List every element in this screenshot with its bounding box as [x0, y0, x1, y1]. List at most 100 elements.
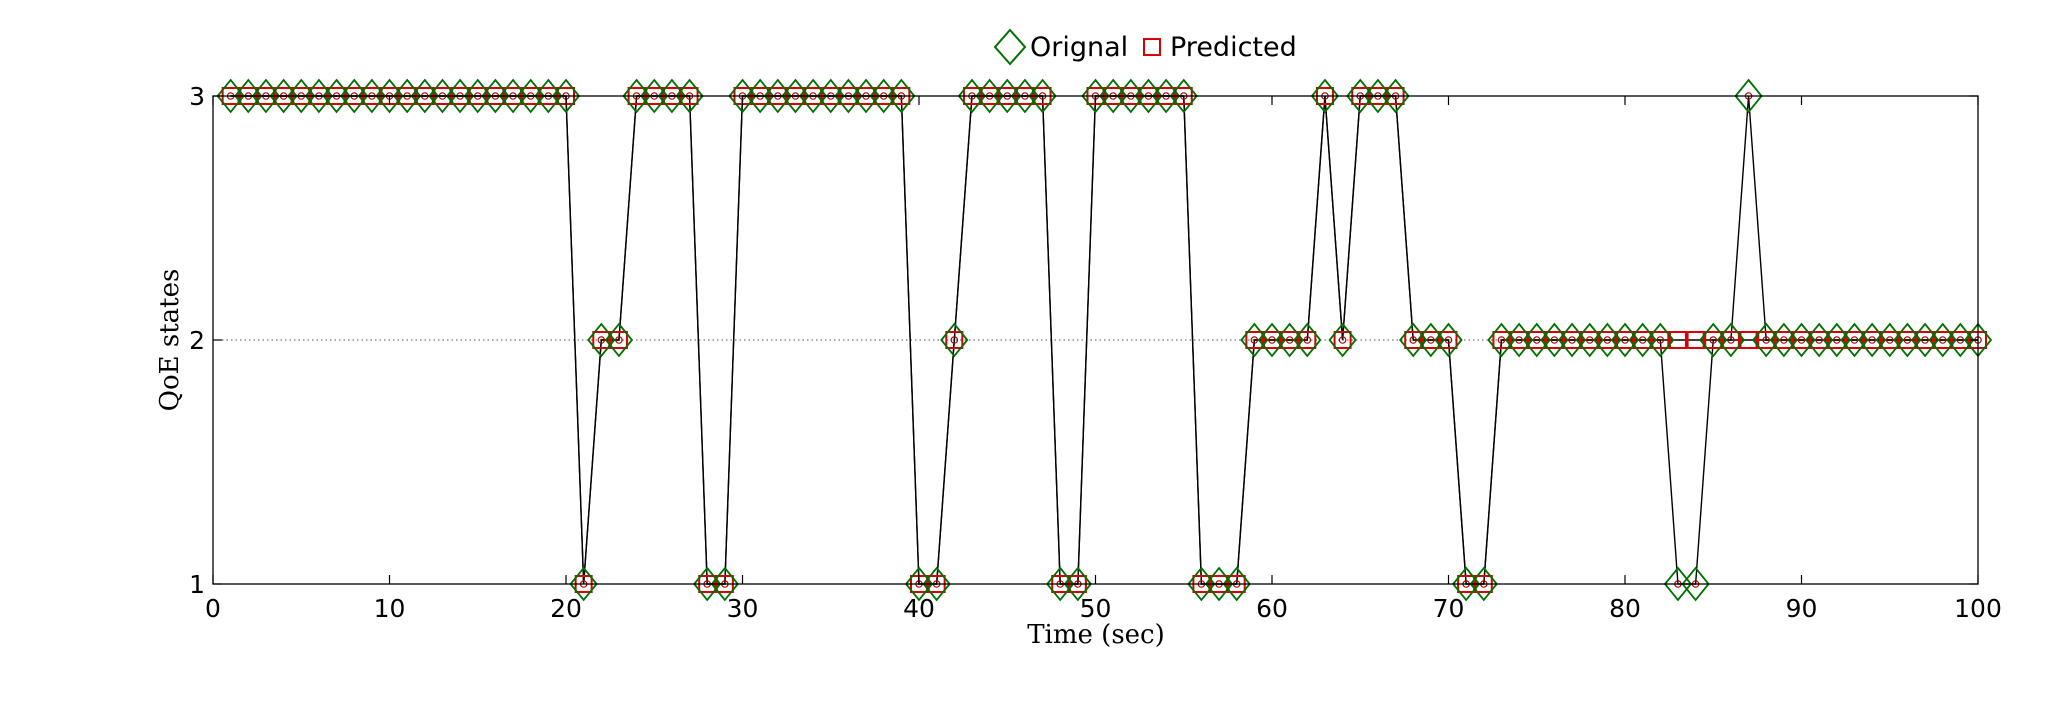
legend-square-icon — [1143, 38, 1161, 56]
orignal-point — [1716, 322, 1746, 358]
orignal-point-center — [1568, 336, 1576, 344]
orignal-point — [569, 566, 598, 602]
orignal-point-center — [1603, 336, 1612, 344]
y-tick-label: 2 — [189, 326, 205, 355]
x-tick-label: 80 — [1609, 594, 1641, 623]
x-tick-label: 0 — [205, 594, 221, 623]
orignal-point-center — [1285, 336, 1294, 344]
orignal-point-center — [1921, 336, 1929, 344]
predicted-point — [1933, 331, 1952, 349]
orignal-point-center — [1303, 336, 1312, 344]
predicted-point — [1668, 331, 1687, 349]
predicted-point — [1827, 331, 1846, 349]
orignal-point — [675, 78, 704, 114]
predicted-point — [1280, 331, 1299, 349]
orignal-point-center — [1585, 336, 1594, 344]
orignal-point — [1169, 78, 1198, 114]
orignal-point-center — [1532, 336, 1541, 344]
orignal-point-center — [1762, 336, 1771, 344]
orignal-point-center — [1338, 336, 1347, 344]
predicted-point — [1686, 331, 1705, 349]
predicted-point — [1439, 331, 1458, 349]
predicted-point — [1598, 331, 1617, 349]
legend-label-predicted: Predicted — [1170, 32, 1297, 63]
predicted-point — [1563, 331, 1582, 349]
x-tick-label: 10 — [374, 594, 406, 623]
x-tick-label: 70 — [1433, 594, 1465, 623]
predicted-point — [1298, 331, 1317, 349]
y-tick-label: 1 — [189, 570, 205, 599]
predicted-point — [945, 331, 964, 349]
predicted-point — [1492, 331, 1511, 349]
orignal-point — [1028, 78, 1057, 114]
orignal-point — [887, 78, 916, 114]
orignal-point-center — [1815, 336, 1823, 344]
orignal-point-center — [597, 336, 606, 344]
orignal-point-center — [1250, 336, 1259, 344]
predicted-point — [1245, 331, 1264, 349]
predicted-point — [1845, 331, 1864, 349]
orignal-point-center — [1515, 336, 1523, 344]
legend: Orignal Predicted — [993, 28, 1297, 66]
orignal-point — [710, 566, 740, 602]
orignal-point — [1734, 78, 1763, 114]
orignal-point-center — [1409, 336, 1418, 344]
predicted-point — [1721, 331, 1740, 349]
orignal-point — [1293, 322, 1322, 358]
orignal-point-center — [1850, 336, 1859, 344]
y-tick-label: 3 — [189, 82, 205, 111]
orignal-point-center — [1903, 336, 1912, 344]
orignal-point — [604, 322, 634, 358]
predicted-point — [1510, 331, 1529, 349]
legend-diamond-icon — [993, 28, 1027, 66]
predicted-point — [1633, 331, 1652, 349]
orignal-point-center — [1638, 336, 1647, 344]
orignal-point — [1434, 322, 1463, 358]
predicted-point — [1898, 331, 1917, 349]
x-tick-label: 60 — [1256, 594, 1288, 623]
orignal-point-center — [1268, 336, 1276, 344]
predicted-point — [1774, 331, 1793, 349]
orignal-point-center — [1621, 336, 1629, 344]
orignal-point-center — [615, 336, 623, 344]
orignal-point-center — [1444, 336, 1453, 344]
orignal-point-center — [1868, 336, 1876, 344]
predicted-point — [1810, 331, 1829, 349]
x-tick-label: 90 — [1786, 594, 1818, 623]
predicted-point — [1757, 331, 1776, 349]
x-tick-label: 50 — [1080, 594, 1112, 623]
predicted-point — [1616, 331, 1634, 349]
orignal-point-center — [1833, 336, 1841, 344]
orignal-point — [1328, 322, 1357, 358]
predicted-point — [1792, 331, 1811, 349]
orignal-point-center — [1709, 336, 1718, 344]
orignal-point — [1469, 566, 1498, 602]
predicted-point — [1739, 331, 1758, 349]
orignal-point-center — [1727, 336, 1735, 344]
predicted-point — [1404, 331, 1423, 349]
orignal-point — [551, 78, 581, 114]
orignal-point-center — [950, 336, 959, 344]
legend-label-orignal: Orignal — [1030, 32, 1128, 63]
orignal-point-center — [1427, 336, 1435, 344]
predicted-point — [1704, 331, 1723, 349]
predicted-point — [1916, 331, 1935, 349]
orignal-point-center — [1938, 336, 1947, 344]
predicted-point — [592, 331, 611, 349]
axis-layer: 0 10 20 30 40 50 60 70 80 90 100 1 2 3 — [189, 82, 2002, 623]
predicted-point — [1421, 331, 1440, 349]
orignal-point-center — [1497, 336, 1506, 344]
predicted-point — [609, 331, 628, 349]
x-tick-label: 40 — [903, 594, 935, 623]
orignal-point — [940, 322, 969, 358]
y-axis-title: QoE states — [155, 269, 185, 412]
predicted-point — [1880, 331, 1899, 349]
orignal-point — [922, 566, 951, 602]
predicted-point — [1545, 331, 1564, 349]
orignal-point-center — [1956, 336, 1965, 344]
orignal-point-center — [1550, 336, 1559, 344]
x-tick-label: 30 — [727, 594, 759, 623]
predicted-point — [1951, 331, 1970, 349]
orignal-point — [1381, 78, 1410, 114]
